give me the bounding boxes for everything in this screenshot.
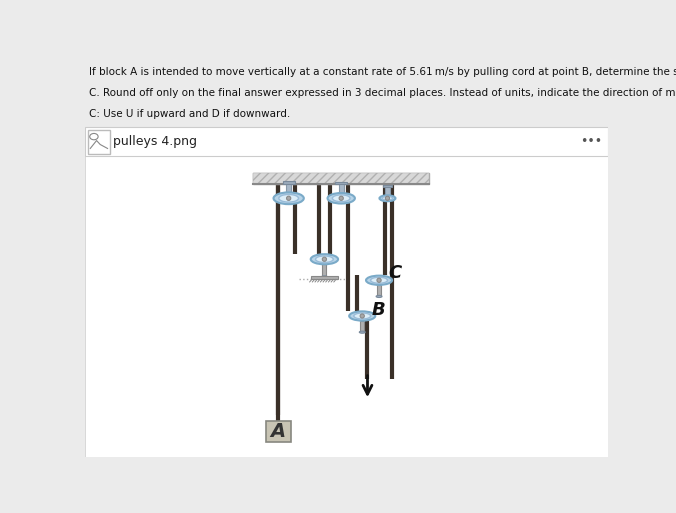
Text: If block A is intended to move vertically at a constant rate of 5.61 m/s by pull: If block A is intended to move verticall…	[89, 68, 676, 77]
FancyBboxPatch shape	[88, 130, 110, 154]
Text: •••: •••	[580, 135, 602, 148]
Text: C: Use U if upward and D if downward.: C: Use U if upward and D if downward.	[89, 109, 290, 119]
Text: pulleys 4.png: pulleys 4.png	[114, 135, 197, 148]
Bar	[84, 127, 608, 156]
Text: C. Round off only on the final answer expressed in 3 decimal places. Instead of : C. Round off only on the final answer ex…	[89, 88, 676, 98]
